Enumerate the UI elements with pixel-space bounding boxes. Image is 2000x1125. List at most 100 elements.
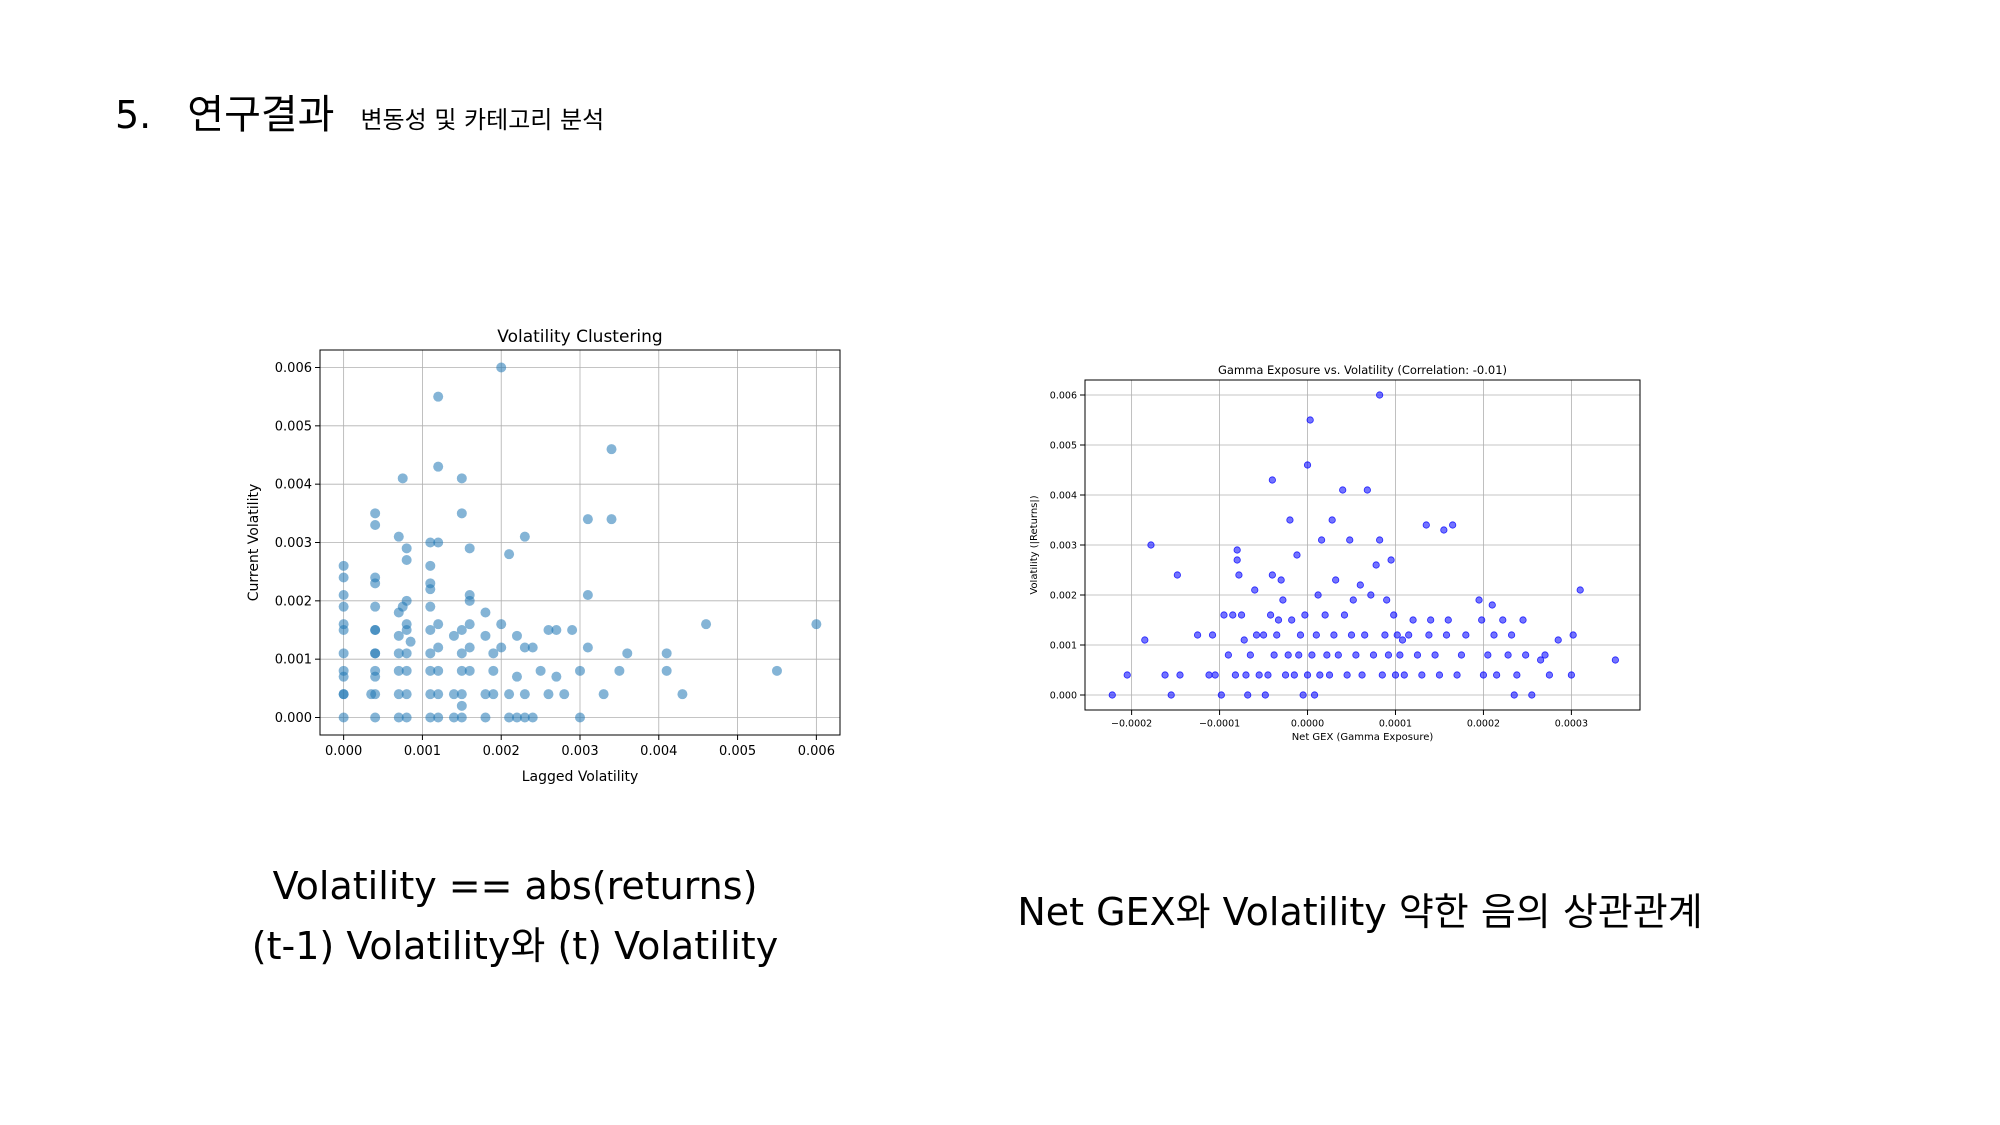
- gex-data-point: [1363, 486, 1371, 494]
- gex-data-point: [1281, 671, 1290, 679]
- clustering-data-point: [425, 689, 436, 700]
- clustering-data-point: [598, 689, 609, 700]
- clustering-x-tick-label: 0.005: [719, 744, 756, 759]
- gex-data-point: [1427, 616, 1435, 624]
- clustering-data-point: [456, 712, 467, 723]
- gex-data-point: [1413, 651, 1422, 659]
- clustering-data-point: [622, 648, 633, 659]
- clustering-data-point: [488, 648, 499, 659]
- clustering-data-point: [433, 461, 444, 472]
- clustering-data-point: [425, 648, 436, 659]
- clustering-data-point: [582, 590, 593, 600]
- gex-data-point: [1224, 651, 1232, 659]
- clustering-data-point: [582, 642, 593, 653]
- clustering-data-point: [661, 648, 672, 659]
- gex-y-tick-label: 0.000: [1050, 690, 1077, 701]
- clustering-data-point: [370, 572, 381, 583]
- gex-data-point: [1251, 586, 1259, 594]
- gex-data-point: [1488, 601, 1496, 609]
- clustering-data-point: [401, 712, 412, 723]
- gex-x-tick-label: −0.0002: [1111, 719, 1152, 730]
- gex-plot-frame: [1084, 379, 1641, 711]
- clustering-data-point: [519, 712, 530, 723]
- clustering-data-point: [496, 642, 507, 653]
- gex-data-point: [1301, 611, 1309, 619]
- clustering-data-point: [771, 665, 782, 676]
- clustering-data-point: [448, 712, 459, 723]
- gex-data-point: [1405, 631, 1413, 639]
- gex-data-point: [1176, 671, 1184, 679]
- clustering-data-point: [433, 619, 444, 630]
- gex-data-point: [1316, 671, 1324, 679]
- clustering-x-tick-label: 0.000: [325, 744, 362, 759]
- clustering-data-point: [464, 590, 475, 600]
- clustering-data-point: [425, 560, 436, 571]
- gex-data-point: [1513, 671, 1521, 679]
- clustering-data-point: [456, 625, 467, 635]
- clustering-x-tick-label: 0.002: [483, 744, 520, 759]
- gex-data-point: [1537, 656, 1545, 664]
- gex-data-point: [1286, 516, 1294, 524]
- clustering-data-point: [511, 671, 522, 682]
- gex-data-point: [1475, 596, 1483, 604]
- gex-data-point: [1211, 671, 1219, 679]
- clustering-data-point: [425, 712, 436, 723]
- clustering-data-point: [535, 665, 546, 676]
- gex-data-point: [1349, 596, 1357, 604]
- clustering-data-point: [567, 625, 578, 635]
- gex-data-point: [1296, 631, 1305, 639]
- gex-data-point: [1504, 651, 1512, 659]
- gex-data-point: [1193, 631, 1202, 639]
- clustering-data-point: [433, 712, 444, 723]
- gex-data-point: [1567, 671, 1575, 679]
- gex-data-point: [1358, 671, 1366, 679]
- clustering-data-point: [401, 648, 412, 659]
- clustering-data-point: [496, 619, 507, 630]
- clustering-data-point: [393, 531, 404, 542]
- gex-data-point: [1422, 521, 1430, 529]
- volatility-clustering-svg: Volatility Clustering 0.000 0.001 0.002 0.00…: [246, 327, 841, 785]
- gex-data-point: [1384, 651, 1393, 659]
- gex-data-point: [1352, 651, 1360, 659]
- clustering-y-tick-label: 0.000: [275, 711, 312, 726]
- gex-x-tick-label: 0.0002: [1467, 719, 1500, 730]
- gex-title: Gamma Exposure vs. Volatility (Correlati…: [1218, 363, 1507, 377]
- clustering-data-point: [401, 665, 412, 676]
- gex-data-point: [1340, 611, 1349, 619]
- gex-x-axis-label: Net GEX (Gamma Exposure): [1292, 732, 1434, 743]
- clustering-y-tick-label: 0.006: [275, 361, 312, 376]
- clustering-data-point: [551, 625, 562, 635]
- clustering-data-point: [559, 689, 570, 700]
- clustering-data-point: [575, 665, 585, 676]
- clustering-y-tick-label: 0.001: [275, 653, 312, 668]
- gex-data-point: [1361, 631, 1369, 639]
- clustering-data-point: [370, 508, 381, 519]
- gex-data-point: [1314, 591, 1322, 599]
- clustering-data-point: [393, 665, 404, 676]
- clustering-data-point: [393, 712, 404, 723]
- gex-data-point: [1431, 651, 1439, 659]
- gex-data-point: [1328, 516, 1336, 524]
- gex-data-point: [1449, 521, 1457, 529]
- gex-data-point: [1442, 631, 1451, 639]
- clustering-data-point: [370, 520, 381, 530]
- gex-y-tick-label: 0.003: [1050, 540, 1077, 551]
- clustering-data-point: [338, 625, 349, 635]
- clustering-data-point: [511, 712, 522, 723]
- gex-data-point: [1484, 651, 1492, 659]
- clustering-plot-frame: [319, 349, 841, 736]
- gex-data-point: [1418, 671, 1426, 679]
- gex-data-point: [1273, 631, 1281, 639]
- gex-data-point: [1507, 631, 1516, 639]
- gex-data-point: [1259, 631, 1268, 639]
- clustering-data-point: [464, 642, 475, 653]
- gex-data-point: [1522, 651, 1530, 659]
- gex-data-point: [1376, 391, 1384, 399]
- clustering-y-tick-label: 0.002: [275, 594, 312, 609]
- gex-data-point: [1167, 691, 1175, 699]
- clustering-data-point: [338, 572, 349, 583]
- clustering-data-point: [397, 473, 408, 484]
- right-caption: Net GEX와 Volatility 약한 음의 상관관계: [990, 882, 1730, 942]
- clustering-x-axis-label: Lagged Volatility: [522, 769, 639, 785]
- gex-data-point: [1208, 631, 1217, 639]
